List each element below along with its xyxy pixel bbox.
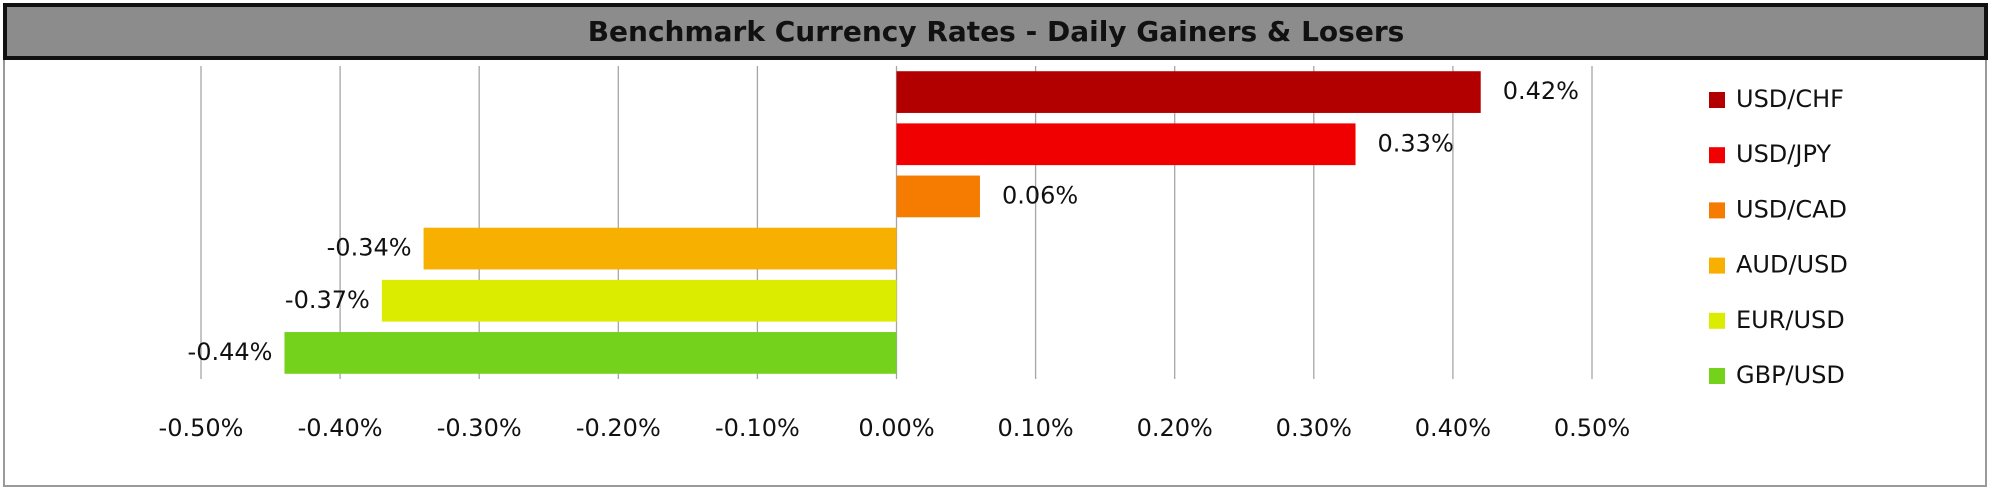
legend-swatch — [1709, 257, 1725, 274]
bar — [896, 175, 980, 218]
x-tick-label: -0.20% — [576, 414, 661, 442]
legend-label: USD/CAD — [1736, 195, 1847, 223]
bar — [896, 123, 1356, 166]
x-tick-label: -0.10% — [715, 414, 800, 442]
data-label: 0.06% — [1002, 181, 1078, 209]
data-label: -0.34% — [327, 234, 412, 262]
x-tick-label: 0.50% — [1554, 414, 1630, 442]
x-tick-label: -0.40% — [298, 414, 383, 442]
legend-swatch — [1709, 312, 1725, 329]
data-label: 0.42% — [1503, 77, 1579, 105]
legend-label: EUR/USD — [1736, 306, 1845, 334]
x-tick-label: -0.50% — [159, 414, 244, 442]
title-bar — [3, 3, 1988, 60]
legend-swatch — [1709, 92, 1725, 108]
chart-title: Benchmark Currency Rates - Daily Gainers… — [588, 15, 1405, 48]
legend-swatch — [1709, 202, 1725, 219]
x-tick-label: 0.00% — [858, 414, 934, 442]
bar — [284, 332, 897, 374]
legend-label: USD/CHF — [1736, 85, 1844, 113]
x-tick-label: 0.20% — [1137, 414, 1213, 442]
data-label: -0.37% — [285, 286, 370, 314]
x-tick-label: 0.30% — [1276, 414, 1352, 442]
legend-label: USD/JPY — [1736, 140, 1831, 168]
x-tick-label: 0.40% — [1415, 414, 1491, 442]
bar — [423, 227, 897, 270]
legend-swatch — [1709, 368, 1725, 384]
data-label: 0.33% — [1378, 129, 1454, 157]
legend-swatch — [1709, 147, 1725, 164]
data-label: -0.44% — [188, 338, 273, 366]
bar — [381, 279, 897, 322]
x-tick-label: 0.10% — [997, 414, 1073, 442]
legend-label: AUD/USD — [1736, 251, 1848, 279]
x-tick-label: -0.30% — [437, 414, 522, 442]
bar — [896, 71, 1481, 113]
legend-label: GBP/USD — [1736, 361, 1845, 389]
